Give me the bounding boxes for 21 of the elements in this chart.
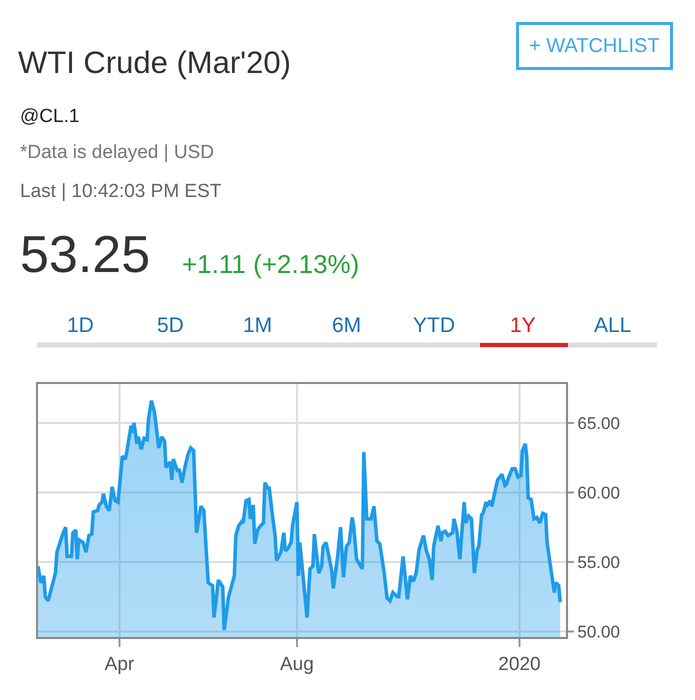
y-tick-label: 55.00 <box>577 552 620 572</box>
x-tick-label: Aug <box>280 654 314 675</box>
y-tick-label: 65.00 <box>577 414 620 433</box>
y-tick-label: 60.00 <box>577 483 620 502</box>
text: 1M <box>243 314 272 337</box>
chart-title: WTI Crude (Mar'20) <box>18 44 291 80</box>
text: 1D <box>67 314 94 337</box>
text: 1Y <box>510 314 536 337</box>
text: @CL.1 <box>20 106 80 127</box>
text: *Data is delayed | USD <box>20 142 214 163</box>
text: +1.11 (+2.13%) <box>182 249 360 279</box>
text: Last | 10:42:03 PM EST <box>20 181 222 202</box>
x-tick-label: Apr <box>104 654 135 675</box>
text: 53.25 <box>20 226 150 284</box>
text: 5D <box>157 314 184 337</box>
text: YTD <box>413 314 455 337</box>
x-tick-label: 2020 <box>498 654 541 675</box>
text: + WATCHLIST <box>529 35 660 57</box>
text: ALL <box>594 314 632 337</box>
text: 6M <box>332 314 362 337</box>
y-tick-label: 50.00 <box>577 622 620 642</box>
